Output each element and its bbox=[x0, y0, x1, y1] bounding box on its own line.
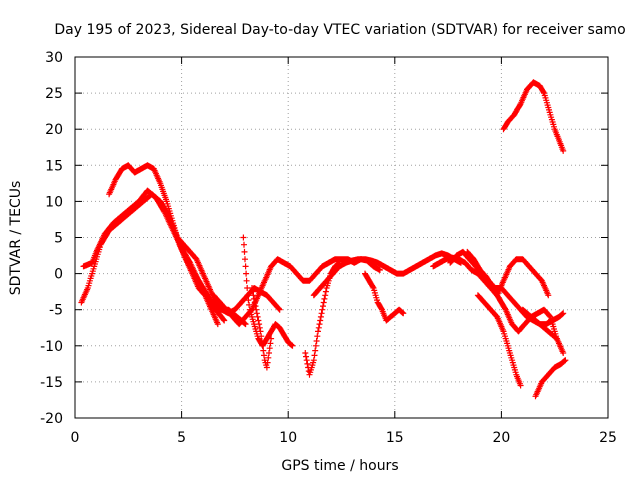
x-tick-label: 5 bbox=[177, 430, 186, 446]
data-point-marks bbox=[80, 187, 228, 324]
x-tick-label: 10 bbox=[279, 430, 297, 446]
chart-title: Day 195 of 2023, Sidereal Day-to-day VTE… bbox=[54, 22, 625, 38]
series-arc-15 bbox=[500, 79, 567, 154]
y-axis-label: SDTVAR / TECUs bbox=[8, 181, 24, 296]
grid-lines bbox=[75, 57, 608, 418]
y-tick-label: -15 bbox=[40, 375, 63, 391]
series-arc-10 bbox=[362, 270, 407, 324]
series-arc-13 bbox=[464, 248, 560, 342]
y-tick-label: -20 bbox=[40, 411, 63, 427]
data-point-marks bbox=[174, 234, 283, 317]
y-tick-label: 20 bbox=[45, 122, 63, 138]
series-arc-7 bbox=[249, 285, 275, 371]
data-point-marks bbox=[310, 250, 464, 299]
data-point-marks bbox=[519, 306, 567, 356]
series-arc-6 bbox=[240, 234, 296, 349]
y-tick-label: 5 bbox=[54, 231, 63, 247]
series-arc-11 bbox=[430, 254, 552, 299]
x-tick-label: 0 bbox=[71, 430, 80, 446]
data-point-marks bbox=[249, 285, 275, 371]
series-arc-14 bbox=[474, 292, 524, 389]
plot-frame bbox=[74, 56, 609, 419]
series-arc-17 bbox=[519, 306, 567, 356]
x-tick-label: 15 bbox=[386, 430, 404, 446]
x-axis-label: GPS time / hours bbox=[281, 458, 398, 474]
axis-ticks: 0 5 10 15 20 25 -20 -15 -10 -5 0 5 10 15 20 25 30 bbox=[40, 50, 617, 446]
y-tick-label: 10 bbox=[45, 194, 63, 210]
series-arc-2 bbox=[80, 187, 228, 324]
y-tick-label: 15 bbox=[45, 158, 63, 174]
series-arc-9 bbox=[310, 250, 464, 299]
series-arc-8 bbox=[302, 259, 343, 378]
data-point-marks bbox=[240, 234, 296, 349]
series-arc-4 bbox=[174, 234, 283, 317]
data-point-marks bbox=[474, 292, 524, 389]
data-point-marks bbox=[106, 162, 221, 328]
data-point-marks bbox=[302, 259, 343, 378]
y-tick-label: -5 bbox=[49, 303, 63, 319]
data-marks bbox=[78, 79, 569, 400]
data-point-marks bbox=[464, 248, 560, 342]
data-point-marks bbox=[500, 79, 567, 154]
series-arc-16 bbox=[532, 357, 569, 400]
y-tick-label: 0 bbox=[54, 267, 63, 283]
series-arc-3 bbox=[106, 162, 221, 328]
x-tick-label: 20 bbox=[492, 430, 510, 446]
y-tick-label: 25 bbox=[45, 86, 63, 102]
data-point-marks bbox=[362, 270, 407, 324]
data-point-marks bbox=[532, 357, 569, 400]
y-tick-label: -10 bbox=[40, 339, 63, 355]
data-point-marks bbox=[430, 254, 552, 299]
y-tick-label: 30 bbox=[45, 50, 63, 66]
x-tick-label: 25 bbox=[599, 430, 617, 446]
